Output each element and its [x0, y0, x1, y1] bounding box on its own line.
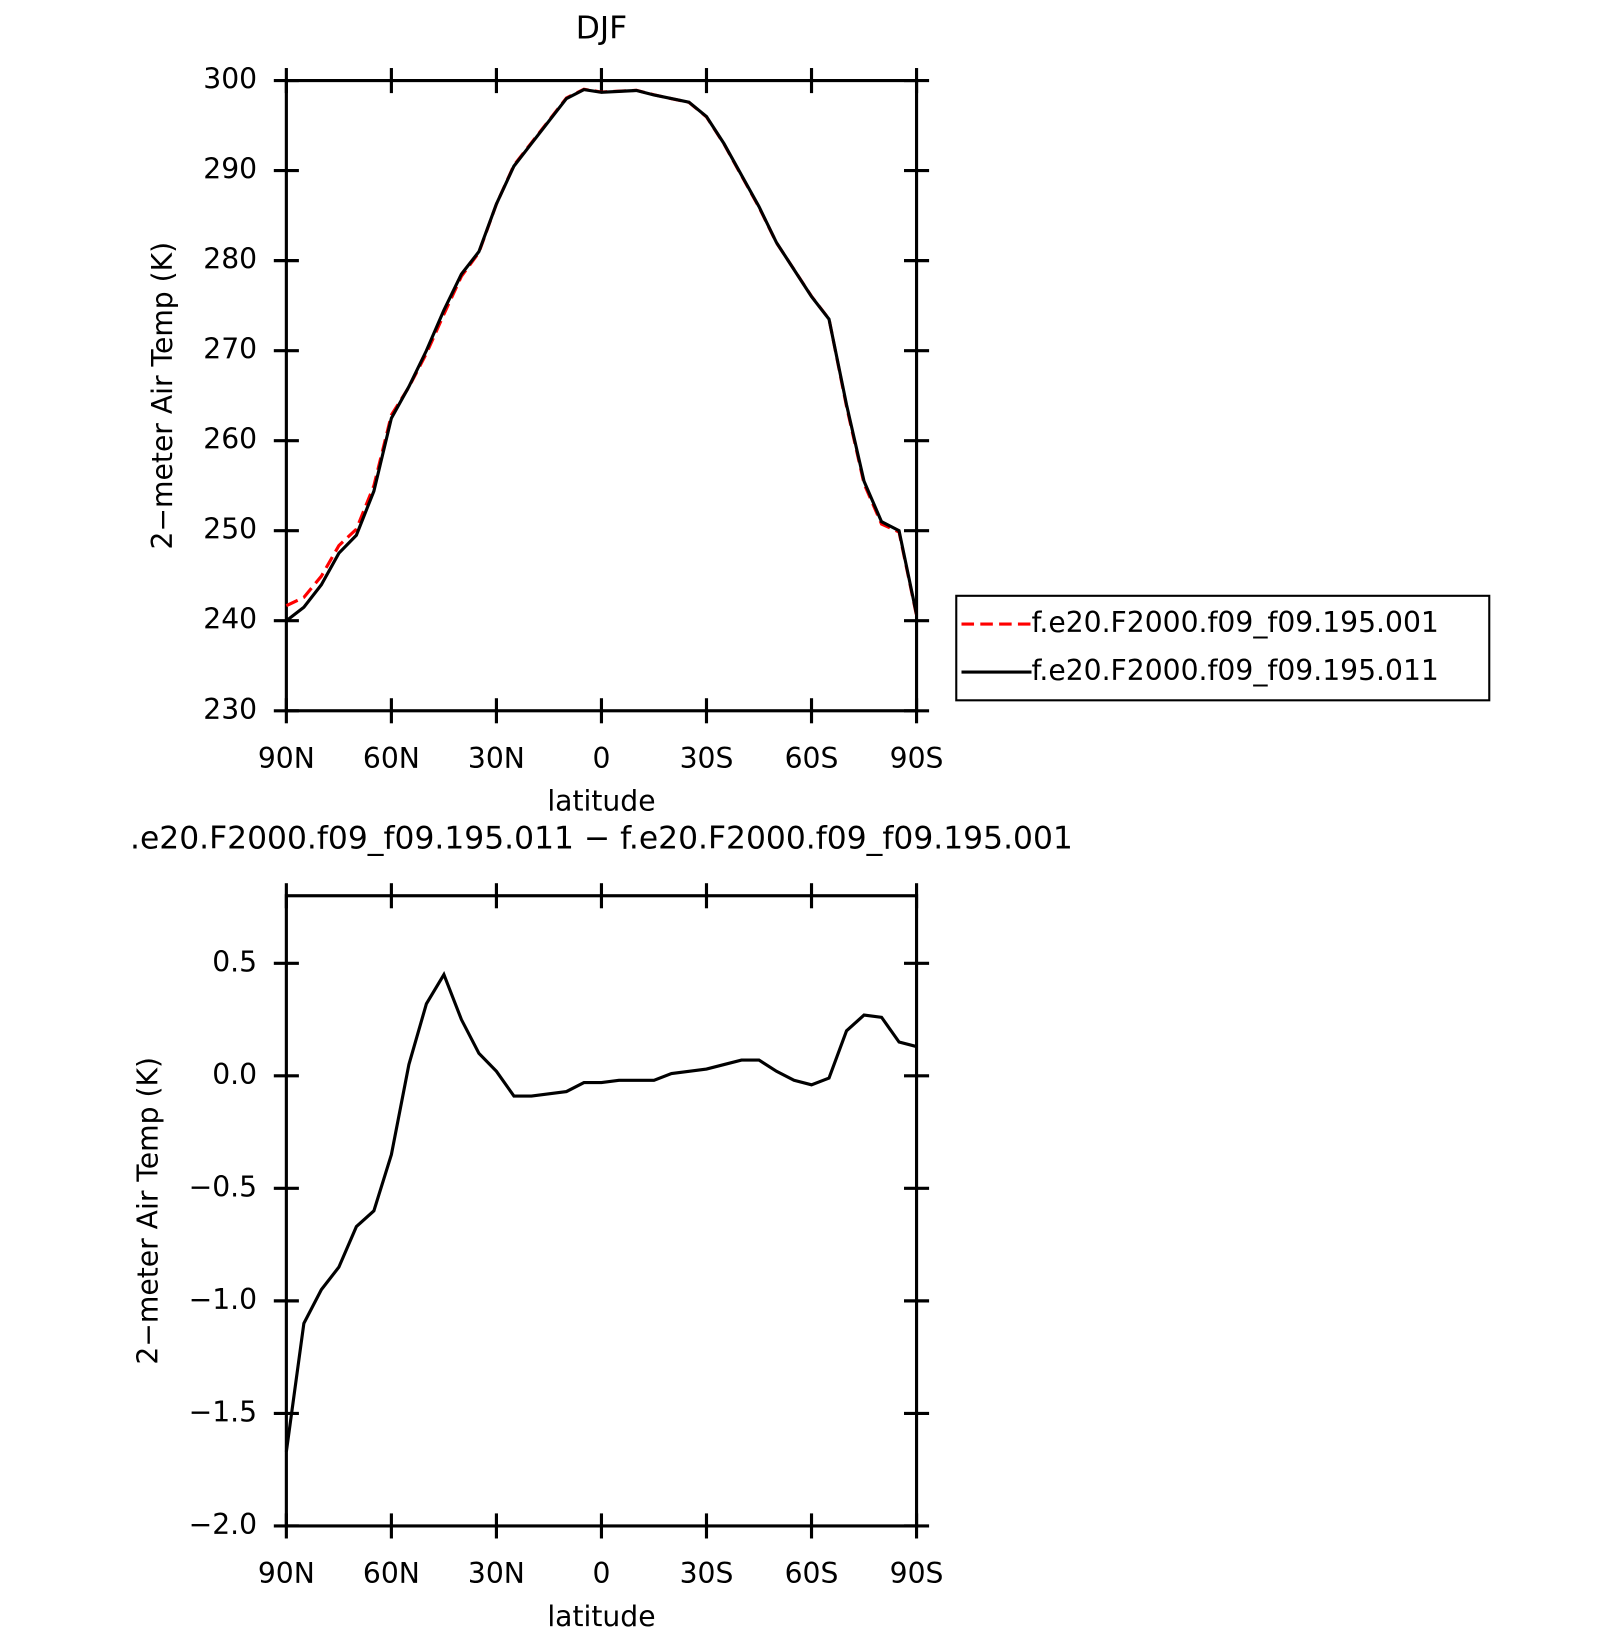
y-tick-label: 0.5 [212, 945, 257, 978]
y-tick-label: 230 [203, 693, 257, 726]
chart-title: DJF [576, 10, 627, 46]
x-tick-label: 90N [258, 1557, 315, 1590]
x-tick-label: 0 [592, 1557, 610, 1590]
legend-label: f.e20.F2000.f09_f09.195.001 [1032, 606, 1439, 639]
data-line [285, 87, 919, 616]
plot-frame [284, 79, 919, 713]
x-tick-label: 90S [890, 742, 944, 775]
data-line [284, 970, 917, 1452]
x-tick-label: 60S [785, 742, 839, 775]
x-tick-label: 60N [363, 742, 420, 775]
y-tick-label: 300 [203, 63, 257, 96]
legend-box [955, 594, 1491, 702]
x-axis-label: latitude [547, 785, 655, 818]
y-tick-label: 250 [203, 513, 257, 546]
data-line [285, 87, 919, 622]
x-tick-label: 60S [785, 1557, 839, 1590]
y-tick-label: 290 [203, 153, 257, 186]
y-tick-label: −1.5 [189, 1395, 257, 1428]
y-tick-label: 0.0 [212, 1058, 257, 1091]
x-tick-label: 0 [592, 742, 610, 775]
y-tick-label: −2.0 [189, 1508, 257, 1541]
y-tick-label: 260 [203, 423, 257, 456]
x-axis-label: latitude [547, 1600, 655, 1633]
y-axis-label: 2−meter Air Temp (K) [131, 1057, 164, 1365]
y-tick-label: −0.5 [189, 1170, 257, 1203]
x-tick-label: 30S [680, 1557, 734, 1590]
y-tick-label: 240 [203, 603, 257, 636]
plot-frame [284, 894, 919, 1528]
y-axis-label: 2−meter Air Temp (K) [146, 242, 179, 550]
legend-label: f.e20.F2000.f09_f09.195.011 [1032, 654, 1439, 687]
y-tick-label: 280 [203, 243, 257, 276]
x-tick-label: 30S [680, 742, 734, 775]
x-tick-label: 90N [258, 742, 315, 775]
x-tick-label: 30N [468, 1557, 525, 1590]
y-tick-label: −1.0 [189, 1283, 257, 1316]
x-tick-label: 60N [363, 1557, 420, 1590]
x-tick-label: 30N [468, 742, 525, 775]
y-tick-label: 270 [203, 333, 257, 366]
chart-title: .e20.F2000.f09_f09.195.011 − f.e20.F2000… [130, 820, 1073, 856]
x-tick-label: 90S [890, 1557, 944, 1590]
